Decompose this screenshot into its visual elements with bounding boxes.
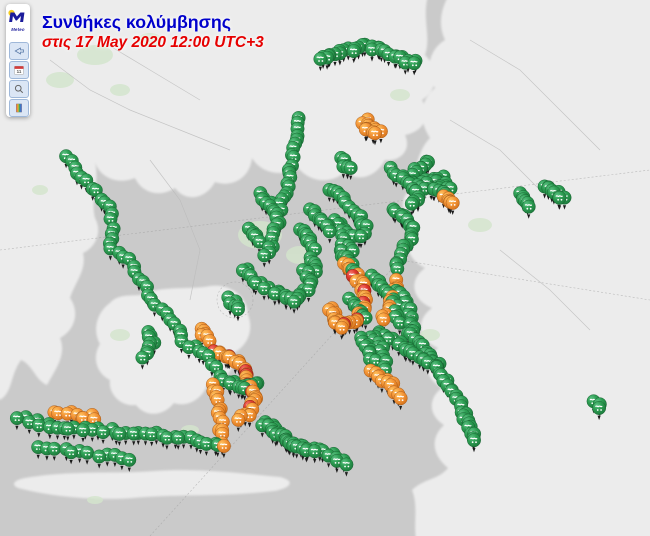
svg-text:11: 11 [17,69,22,74]
